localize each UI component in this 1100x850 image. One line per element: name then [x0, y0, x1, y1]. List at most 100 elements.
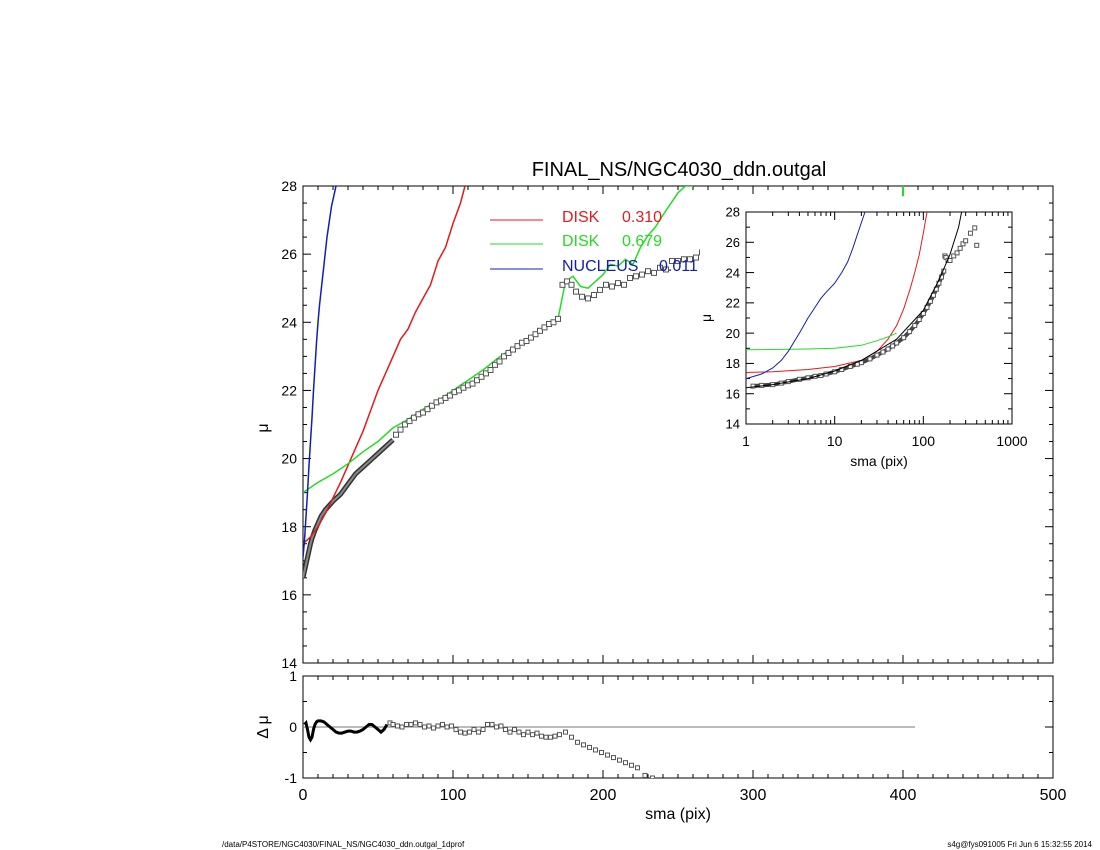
residual-point [449, 723, 454, 729]
footer-path: /data/P4STORE/NGC4030/FINAL_NS/NGC4030_d… [222, 840, 465, 849]
x-axis-label: sma (pix) [850, 453, 908, 469]
observed-point [559, 281, 566, 288]
residual-point [507, 729, 513, 735]
observed-point [483, 370, 489, 377]
disk2-line [303, 186, 693, 494]
observed-point [406, 418, 413, 425]
x-tick-label: 10 [827, 433, 843, 449]
observed-point [621, 281, 627, 288]
residual-point [543, 734, 549, 740]
y-axis-label: Δ μ [255, 715, 272, 738]
observed-point [663, 266, 669, 273]
y-axis-label: μ [255, 423, 272, 432]
x-tick-label: 200 [590, 787, 617, 804]
observed-point [867, 356, 873, 362]
legend-nucleus-value: 0.011 [659, 258, 698, 275]
total-model-line-inner [303, 439, 394, 579]
observed-point [972, 225, 978, 231]
y-tick-label: 26 [281, 246, 297, 262]
observed-point [967, 230, 973, 236]
observed-point [550, 319, 557, 326]
observed-point [957, 245, 963, 251]
y-tick-label: 18 [726, 356, 740, 371]
x-tick-label: 1 [742, 433, 750, 449]
observed-point [687, 256, 693, 263]
x-tick-label: 400 [890, 787, 917, 804]
residual-point [635, 765, 640, 771]
residual-point [623, 760, 628, 766]
legend-nucleus-name: NUCLEUS [562, 258, 638, 275]
observed-point [568, 281, 575, 288]
observed-point [514, 343, 521, 350]
observed-point [633, 273, 639, 280]
y-tick-label: 24 [281, 314, 297, 330]
observed-point [894, 340, 900, 346]
residual-point [444, 724, 450, 730]
observed-point [675, 257, 681, 264]
legend-disk1-value: 0.310 [622, 209, 662, 226]
observed-point [693, 254, 699, 261]
y-tick-label: 22 [281, 382, 297, 398]
residual-point [413, 720, 418, 726]
observed-point [573, 288, 579, 295]
observed-point [750, 383, 756, 389]
observed-point [447, 392, 453, 399]
residual-point [390, 721, 396, 727]
y-tick-label: 28 [281, 178, 297, 194]
y-tick-label: 22 [726, 296, 740, 311]
residual-point [395, 723, 400, 729]
observed-point [528, 334, 534, 341]
residual-point [563, 729, 568, 735]
x-tick-label: 1000 [996, 433, 1027, 449]
observed-point [523, 338, 530, 345]
legend-disk2-value: 0.679 [622, 233, 662, 250]
legend-disk1-name: DISK [562, 209, 600, 226]
observed-point [579, 293, 585, 300]
inset-log-plot: 14 16 18 20 22 24 26 28 1 10 100 1000 sma (pix) μ [698, 200, 1040, 480]
main-plot: 14 16 18 20 22 24 26 28 μ [255, 178, 1054, 671]
observed-point [609, 283, 615, 290]
y-tick-label: 28 [726, 205, 740, 220]
residual-point [587, 744, 592, 750]
residual-point [453, 727, 459, 733]
residual-point [521, 732, 526, 738]
chart-title: FINAL_NS/NGC4030_ddn.outgal [532, 159, 827, 181]
residual-point [485, 721, 490, 727]
observed-point [627, 274, 633, 281]
y-tick-label: 1 [289, 668, 297, 684]
residual-point [599, 750, 604, 755]
y-tick-label: 14 [726, 417, 740, 432]
y-tick-label: 18 [281, 519, 297, 535]
residual-point [494, 724, 499, 730]
residual-point [530, 732, 535, 738]
observed-point [411, 414, 417, 421]
observed-point [487, 366, 494, 373]
observed-point [541, 324, 548, 331]
y-tick-label: -1 [285, 770, 298, 786]
observed-point [963, 238, 969, 244]
legend: DISK 0.310 DISK 0.679 NUCLEUS 0.011 [490, 209, 698, 275]
footer-stamp: s4g@fys091005 Fri Jun 6 15:32:55 2014 [947, 840, 1092, 849]
residual-point [503, 727, 508, 733]
observed-point [478, 373, 485, 380]
total-model-line [303, 437, 395, 579]
observed-point [901, 335, 907, 341]
y-tick-label: 20 [281, 451, 297, 467]
observed-point [603, 281, 609, 288]
observed-point [424, 406, 431, 413]
observed-point [496, 358, 503, 365]
y-tick-label: 14 [281, 655, 297, 671]
residual-point [512, 727, 517, 733]
observed-point [501, 353, 507, 360]
residual-point [440, 721, 445, 727]
residual-point [404, 721, 409, 727]
data-layer [303, 719, 915, 778]
residual-point [629, 762, 634, 768]
disk1-line [303, 186, 466, 545]
residual-point [462, 730, 468, 736]
disk2-line [746, 332, 897, 351]
observed-point [880, 349, 886, 355]
observed-point [537, 327, 543, 334]
observed-point [916, 317, 922, 323]
observed-point [669, 257, 675, 264]
